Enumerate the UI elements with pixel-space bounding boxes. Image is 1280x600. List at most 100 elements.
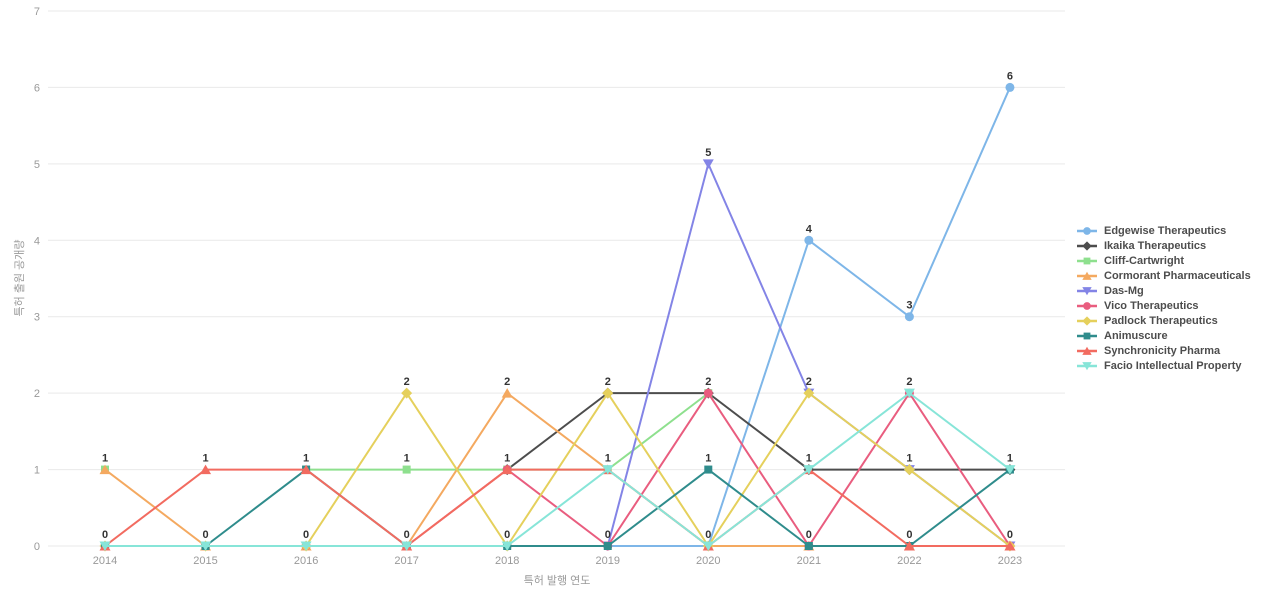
legend-item-padlock-therapeutics[interactable]: Padlock Therapeutics xyxy=(1076,313,1251,328)
triangle-down-legend-icon xyxy=(1077,286,1097,295)
y-tick-label: 4 xyxy=(34,235,40,247)
square-marker-icon xyxy=(1083,257,1091,264)
y-tick-label: 5 xyxy=(34,159,40,171)
series-line-facio-intellectual-property xyxy=(105,392,1011,547)
diamond-marker-icon xyxy=(1082,315,1092,326)
series-line-synchronicity-pharma xyxy=(104,468,1010,547)
x-tick-label: 2017 xyxy=(394,555,418,567)
series-line-animuscure xyxy=(105,468,1011,547)
data-label: 1 xyxy=(605,453,611,465)
data-label: 0 xyxy=(504,529,510,541)
diamond-marker-icon xyxy=(401,387,413,399)
diamond-legend-icon xyxy=(1077,315,1097,326)
triangle-up-marker-icon xyxy=(200,464,212,475)
square-legend-icon xyxy=(1077,257,1097,264)
circle-legend-icon xyxy=(1077,301,1097,310)
data-label: 2 xyxy=(605,376,611,388)
data-label: 1 xyxy=(404,453,410,465)
diamond-marker-icon xyxy=(803,387,815,399)
data-label: 2 xyxy=(906,376,912,388)
data-label: 0 xyxy=(806,529,812,541)
triangle-down-marker-icon xyxy=(99,541,111,551)
data-label: 2 xyxy=(806,376,812,388)
y-tick-label: 7 xyxy=(34,6,40,18)
diamond-legend-icon xyxy=(1077,240,1097,251)
square-marker-icon xyxy=(704,465,713,474)
legend-item-ikaika-therapeutics[interactable]: Ikaika Therapeutics xyxy=(1076,238,1251,253)
data-label: 1 xyxy=(202,453,208,465)
data-label: 3 xyxy=(906,300,912,312)
data-label: 1 xyxy=(906,453,912,465)
data-label: 6 xyxy=(1007,70,1013,82)
legend-label: Animuscure xyxy=(1104,329,1168,342)
triangle-down-marker-icon xyxy=(702,159,714,169)
y-tick-label: 0 xyxy=(34,541,40,553)
triangle-down-legend-icon xyxy=(1077,361,1097,370)
circle-legend-icon xyxy=(1077,226,1097,235)
square-marker-icon xyxy=(1083,332,1091,339)
circle-marker-icon xyxy=(1005,82,1015,92)
legend-label: Das-Mg xyxy=(1104,284,1144,297)
data-label: 0 xyxy=(102,529,108,541)
legend-item-animuscure[interactable]: Animuscure xyxy=(1076,328,1251,343)
x-tick-label: 2023 xyxy=(998,555,1022,567)
triangle-down-marker-icon xyxy=(1004,465,1016,475)
data-label: 0 xyxy=(605,529,611,541)
x-tick-label: 2022 xyxy=(897,555,921,567)
legend-item-facio-intellectual-property[interactable]: Facio Intellectual Property xyxy=(1076,358,1251,373)
series-line-ikaika-therapeutics xyxy=(506,392,1010,471)
data-label: 1 xyxy=(705,453,711,465)
data-label: 2 xyxy=(404,376,410,388)
data-label: 0 xyxy=(202,529,208,541)
circle-marker-icon xyxy=(703,388,713,398)
x-tick-label: 2020 xyxy=(696,555,720,567)
triangle-up-marker-icon xyxy=(903,541,915,551)
legend-item-edgewise-therapeutics[interactable]: Edgewise Therapeutics xyxy=(1076,223,1251,238)
diamond-marker-icon xyxy=(602,387,614,399)
data-label: 1 xyxy=(806,453,812,465)
triangle-up-marker-icon xyxy=(1082,271,1092,280)
triangle-up-legend-icon xyxy=(1077,346,1097,355)
legend-item-cliff-cartwright[interactable]: Cliff-Cartwright xyxy=(1076,253,1251,268)
triangle-down-marker-icon xyxy=(602,465,614,475)
circle-marker-icon xyxy=(1083,301,1091,310)
legend-label: Synchronicity Pharma xyxy=(1104,344,1221,357)
diamond-marker-icon xyxy=(1082,240,1092,251)
data-label: 0 xyxy=(705,529,711,541)
legend-item-cormorant-pharmaceuticals[interactable]: Cormorant Pharmaceuticals xyxy=(1076,268,1251,283)
circle-marker-icon xyxy=(904,312,914,322)
legend-label: Cliff-Cartwright xyxy=(1104,254,1185,267)
legend-label: Edgewise Therapeutics xyxy=(1104,224,1227,237)
x-tick-label: 2014 xyxy=(93,555,117,567)
legend-item-synchronicity-pharma[interactable]: Synchronicity Pharma xyxy=(1076,343,1251,358)
triangle-down-marker-icon xyxy=(200,541,212,551)
data-label: 0 xyxy=(906,529,912,541)
legend-item-das-mg[interactable]: Das-Mg xyxy=(1076,283,1251,298)
legend-label: Vico Therapeutics xyxy=(1104,299,1199,312)
x-tick-label: 2016 xyxy=(294,555,318,567)
triangle-down-marker-icon xyxy=(702,541,714,551)
legend-item-vico-therapeutics[interactable]: Vico Therapeutics xyxy=(1076,298,1251,313)
triangle-down-marker-icon xyxy=(1082,286,1092,295)
x-tick-label: 2015 xyxy=(193,555,217,567)
triangle-up-marker-icon xyxy=(99,464,111,475)
triangle-up-marker-icon xyxy=(501,464,513,475)
triangle-up-marker-icon xyxy=(1082,346,1092,355)
square-legend-icon xyxy=(1077,332,1097,339)
y-tick-label: 6 xyxy=(34,82,40,94)
x-tick-label: 2021 xyxy=(797,555,821,567)
triangle-up-legend-icon xyxy=(1077,271,1097,280)
data-label: 4 xyxy=(806,223,813,235)
x-tick-label: 2019 xyxy=(596,555,620,567)
triangle-down-marker-icon xyxy=(803,465,815,475)
circle-marker-icon xyxy=(804,235,814,245)
legend-label: Facio Intellectual Property xyxy=(1104,359,1242,372)
y-tick-label: 3 xyxy=(34,312,40,324)
triangle-down-marker-icon xyxy=(401,541,413,551)
x-tick-label: 2018 xyxy=(495,555,519,567)
series-line-das-mg xyxy=(606,162,1011,547)
data-label: 1 xyxy=(303,453,309,465)
triangle-down-marker-icon xyxy=(903,388,915,399)
legend-label: Padlock Therapeutics xyxy=(1104,314,1218,327)
